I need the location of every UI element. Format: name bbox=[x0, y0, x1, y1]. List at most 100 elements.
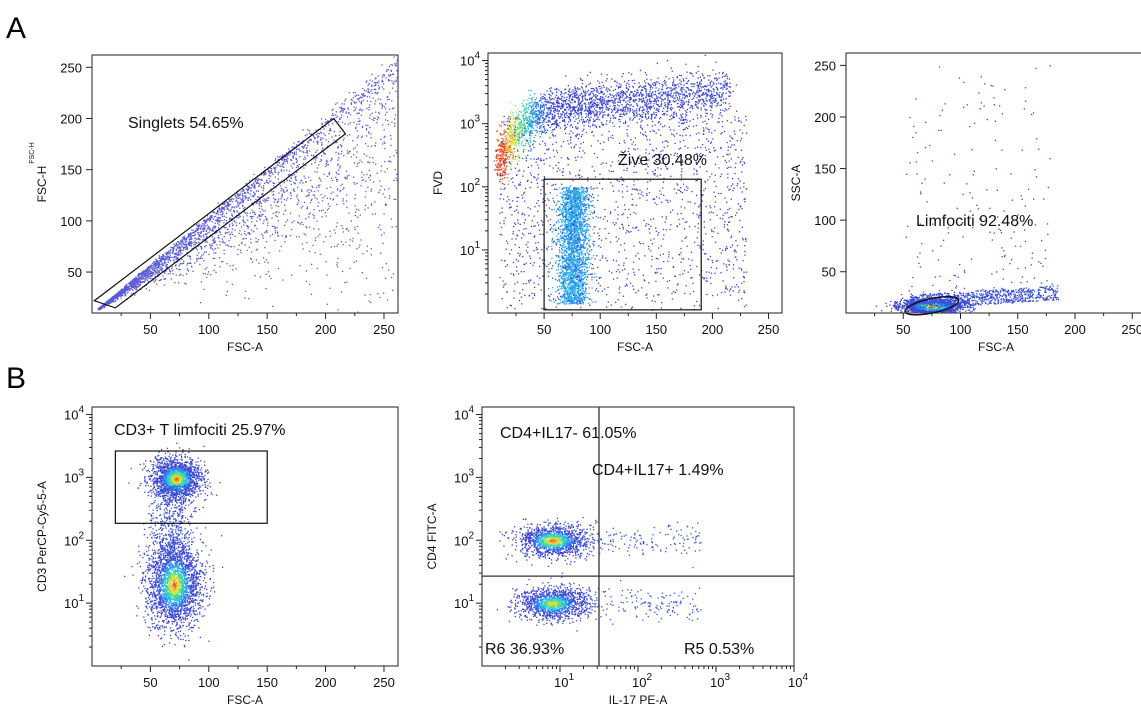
event-dot bbox=[313, 228, 315, 230]
event-dot bbox=[236, 217, 238, 219]
event-dot bbox=[242, 195, 244, 197]
event-dot bbox=[140, 281, 143, 283]
event-dot bbox=[340, 241, 343, 243]
event-dot bbox=[135, 280, 137, 282]
event-dot bbox=[528, 89, 530, 92]
event-dot bbox=[298, 141, 300, 143]
event-dot bbox=[629, 94, 631, 96]
event-dot bbox=[283, 154, 285, 156]
event-dot bbox=[367, 84, 369, 86]
event-dot bbox=[248, 197, 251, 199]
event-dot bbox=[374, 78, 376, 80]
event-dot bbox=[648, 116, 650, 118]
event-dot bbox=[389, 160, 391, 162]
event-dot bbox=[282, 158, 284, 160]
event-dot bbox=[259, 218, 261, 220]
event-dot bbox=[203, 236, 205, 238]
event-dot bbox=[496, 166, 498, 168]
event-dot bbox=[317, 201, 320, 204]
event-dot bbox=[201, 254, 203, 256]
event-dot bbox=[295, 148, 298, 151]
event-dot bbox=[370, 190, 372, 192]
event-dot bbox=[702, 104, 705, 107]
event-dot bbox=[212, 230, 214, 232]
event-dot bbox=[259, 201, 262, 203]
event-dot bbox=[253, 185, 255, 187]
event-dot bbox=[161, 257, 163, 260]
event-dot bbox=[184, 237, 186, 240]
event-dot bbox=[169, 249, 172, 251]
event-dot bbox=[613, 108, 616, 110]
event-dot bbox=[374, 201, 376, 203]
event-dot bbox=[569, 104, 571, 106]
event-dot bbox=[229, 233, 232, 235]
event-dot bbox=[690, 89, 692, 92]
event-dot bbox=[189, 238, 191, 240]
event-dot bbox=[216, 217, 218, 219]
event-dot bbox=[255, 259, 258, 261]
event-dot bbox=[226, 232, 228, 234]
event-dot bbox=[662, 110, 664, 112]
event-dot bbox=[514, 151, 516, 153]
event-dot bbox=[371, 213, 374, 215]
event-dot bbox=[321, 124, 323, 126]
event-dot bbox=[356, 323, 357, 324]
event-dot bbox=[231, 222, 233, 224]
event-dot bbox=[563, 120, 566, 122]
event-dot bbox=[710, 95, 713, 97]
event-dot bbox=[568, 118, 571, 120]
event-dot bbox=[312, 155, 315, 157]
event-dot bbox=[337, 121, 340, 123]
event-dot bbox=[204, 228, 206, 230]
event-dot bbox=[383, 292, 385, 294]
event-dot bbox=[624, 122, 627, 124]
event-dot bbox=[343, 137, 345, 139]
event-dot bbox=[149, 278, 152, 280]
event-dot bbox=[366, 107, 368, 110]
event-dot bbox=[377, 314, 378, 315]
event-dot bbox=[308, 216, 310, 218]
event-dot bbox=[337, 179, 339, 181]
event-dot bbox=[157, 261, 159, 263]
event-dot bbox=[258, 204, 260, 206]
event-dot bbox=[151, 262, 154, 265]
event-dot bbox=[335, 151, 337, 153]
event-dot bbox=[211, 221, 213, 223]
event-dot bbox=[529, 141, 531, 144]
event-dot bbox=[719, 104, 721, 107]
event-dot bbox=[163, 262, 166, 264]
event-dot bbox=[616, 111, 618, 113]
event-dot bbox=[153, 264, 155, 266]
event-dot bbox=[506, 142, 508, 144]
event-dot bbox=[695, 72, 697, 74]
event-dot bbox=[269, 167, 271, 169]
event-dot bbox=[285, 236, 287, 238]
event-dot bbox=[664, 97, 666, 100]
event-dot bbox=[401, 142, 402, 143]
event-dot bbox=[710, 102, 712, 104]
y-tick-label-1: 200 bbox=[60, 111, 82, 126]
event-dot bbox=[244, 230, 246, 232]
event-dot bbox=[159, 261, 161, 264]
event-dot bbox=[268, 197, 270, 199]
event-dot bbox=[181, 258, 183, 260]
event-dot bbox=[347, 230, 350, 232]
event-dot bbox=[336, 262, 338, 264]
event-dot bbox=[512, 135, 514, 137]
event-dot bbox=[139, 284, 142, 286]
event-dot bbox=[713, 89, 715, 91]
event-dot bbox=[282, 213, 285, 215]
event-dot bbox=[262, 213, 264, 216]
event-dot bbox=[504, 130, 506, 133]
event-dot bbox=[511, 160, 513, 163]
event-dot bbox=[680, 75, 682, 77]
event-dot bbox=[560, 91, 562, 94]
event-dot bbox=[729, 82, 731, 84]
event-dot bbox=[644, 104, 647, 106]
event-dot bbox=[229, 223, 231, 226]
event-dot bbox=[379, 103, 381, 105]
event-dot bbox=[644, 104, 646, 106]
event-dot bbox=[167, 257, 169, 259]
event-dot bbox=[371, 73, 373, 76]
event-dot bbox=[342, 108, 344, 110]
